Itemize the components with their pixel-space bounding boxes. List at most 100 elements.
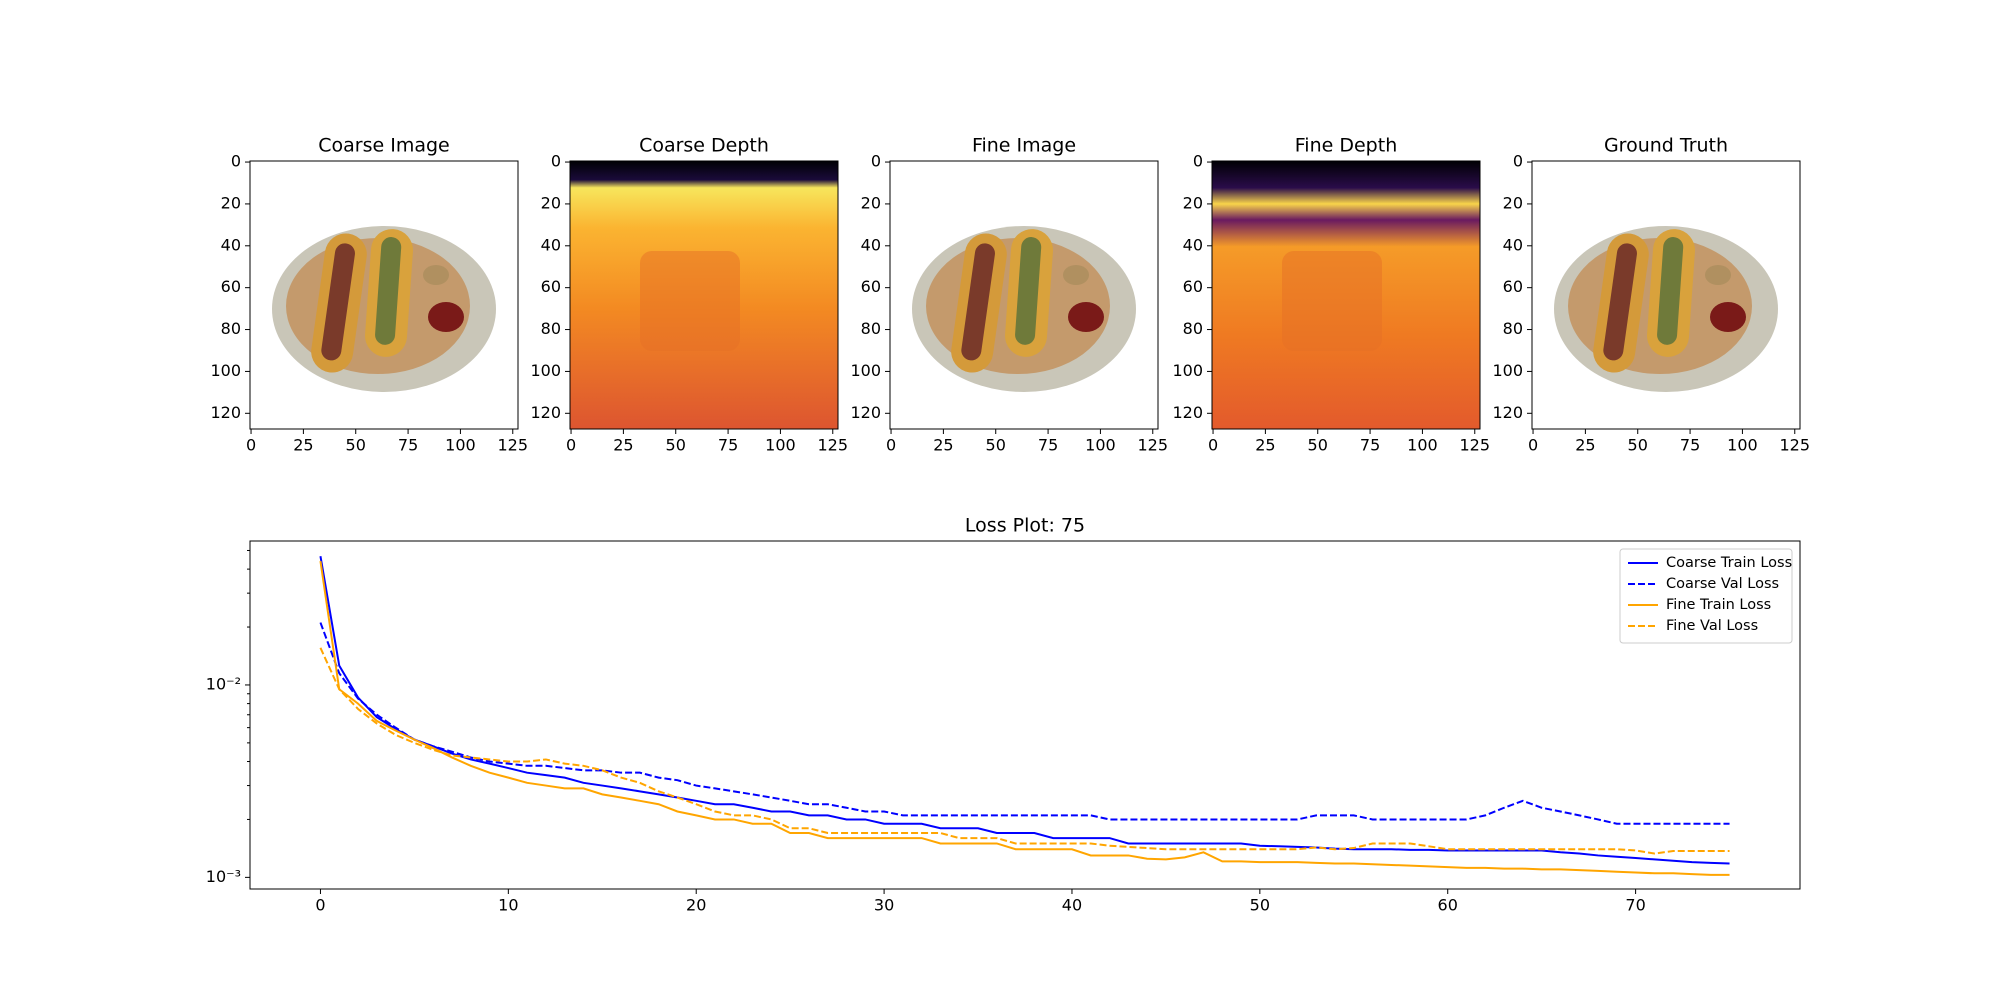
- axes-frame: [889, 160, 1159, 430]
- axes-frame: [249, 540, 1801, 890]
- x-tick-label: 75: [1680, 436, 1700, 455]
- panel-title: Fine Depth: [1295, 135, 1397, 157]
- x-tick-label: 50: [986, 436, 1006, 455]
- y-tick-label: 80: [221, 319, 241, 338]
- y-tick-label: 0: [551, 152, 561, 171]
- x-tick-label: 25: [1255, 436, 1275, 455]
- y-tick-label: 10⁻²: [206, 674, 241, 693]
- fine-image: [912, 226, 1136, 392]
- x-tick-label: 125: [817, 436, 848, 455]
- x-tick-label: 0: [315, 896, 325, 915]
- axes-frame: [249, 160, 519, 430]
- y-tick-label: 0: [1513, 152, 1523, 171]
- y-tick-label: 0: [231, 152, 241, 171]
- legend-label: Fine Train Loss: [1666, 597, 1771, 613]
- x-tick-label: 75: [1360, 436, 1380, 455]
- y-tick-label: 80: [1183, 319, 1203, 338]
- x-tick-label: 0: [246, 436, 256, 455]
- loss-line: [319, 622, 1730, 825]
- y-tick-label: 40: [1503, 235, 1523, 254]
- x-tick-label: 40: [1062, 896, 1082, 915]
- x-tick-label: 60: [1438, 896, 1458, 915]
- x-tick-label: 100: [1407, 436, 1438, 455]
- y-tick-label: 20: [1503, 193, 1523, 212]
- y-tick-label: 20: [1183, 193, 1203, 212]
- legend-label: Coarse Val Loss: [1666, 576, 1779, 592]
- y-tick-label: 60: [541, 277, 561, 296]
- x-tick-label: 125: [1779, 436, 1810, 455]
- panel-title: Ground Truth: [1604, 135, 1728, 157]
- y-tick-label: 100: [850, 361, 881, 380]
- y-tick-label: 120: [530, 403, 561, 422]
- x-tick-label: 100: [1085, 436, 1116, 455]
- loss-line: [319, 556, 1730, 865]
- legend-label: Fine Val Loss: [1666, 618, 1758, 634]
- y-tick-label: 80: [861, 319, 881, 338]
- y-tick-label: 40: [221, 235, 241, 254]
- x-tick-label: 0: [566, 436, 576, 455]
- legend-box: [1619, 548, 1793, 644]
- y-tick-label: 0: [1193, 152, 1203, 171]
- y-tick-label: 40: [1183, 235, 1203, 254]
- y-tick-label: 100: [210, 361, 241, 380]
- x-tick-label: 25: [293, 436, 313, 455]
- axes-frame: [569, 160, 839, 430]
- fine-depth: [1212, 161, 1480, 429]
- panel-title: Fine Image: [972, 135, 1076, 157]
- x-tick-label: 30: [874, 896, 894, 915]
- y-tick-label: 20: [861, 193, 881, 212]
- x-tick-label: 75: [718, 436, 738, 455]
- y-tick-label: 100: [530, 361, 561, 380]
- y-tick-label: 100: [1492, 361, 1523, 380]
- coarse-depth: [570, 161, 838, 429]
- panel-title: Coarse Image: [318, 135, 449, 157]
- y-tick-label: 120: [850, 403, 881, 422]
- y-tick-label: 40: [541, 235, 561, 254]
- y-tick-label: 60: [221, 277, 241, 296]
- x-tick-label: 100: [445, 436, 476, 455]
- y-tick-label: 120: [1492, 403, 1523, 422]
- x-tick-label: 75: [1038, 436, 1058, 455]
- x-tick-label: 50: [1628, 436, 1648, 455]
- y-tick-label: 20: [541, 193, 561, 212]
- y-tick-label: 20: [221, 193, 241, 212]
- y-tick-label: 60: [1183, 277, 1203, 296]
- x-tick-label: 25: [1575, 436, 1595, 455]
- x-tick-label: 0: [1528, 436, 1538, 455]
- x-tick-label: 20: [686, 896, 706, 915]
- x-tick-label: 70: [1625, 896, 1645, 915]
- loss-line: [319, 561, 1730, 876]
- x-tick-label: 100: [765, 436, 796, 455]
- x-tick-label: 0: [1208, 436, 1218, 455]
- y-tick-label: 60: [861, 277, 881, 296]
- x-tick-label: 125: [497, 436, 528, 455]
- y-tick-label: 0: [871, 152, 881, 171]
- x-tick-label: 25: [933, 436, 953, 455]
- x-tick-label: 125: [1459, 436, 1490, 455]
- y-tick-label: 80: [541, 319, 561, 338]
- y-tick-label: 80: [1503, 319, 1523, 338]
- y-tick-label: 60: [1503, 277, 1523, 296]
- x-tick-label: 75: [398, 436, 418, 455]
- x-tick-label: 50: [346, 436, 366, 455]
- x-tick-label: 50: [1250, 896, 1270, 915]
- panel-title: Coarse Depth: [639, 135, 769, 157]
- x-tick-label: 50: [1308, 436, 1328, 455]
- x-tick-label: 10: [498, 896, 518, 915]
- x-tick-label: 125: [1137, 436, 1168, 455]
- x-tick-label: 100: [1727, 436, 1758, 455]
- y-tick-label: 10⁻³: [206, 867, 241, 886]
- axes-frame: [1211, 160, 1481, 430]
- y-tick-label: 100: [1172, 361, 1203, 380]
- legend-label: Coarse Train Loss: [1666, 555, 1792, 571]
- x-tick-label: 0: [886, 436, 896, 455]
- y-tick-label: 40: [861, 235, 881, 254]
- y-tick-label: 120: [210, 403, 241, 422]
- loss-line: [319, 647, 1730, 855]
- y-tick-label: 120: [1172, 403, 1203, 422]
- ground-truth: [1554, 226, 1778, 392]
- chart-title: Loss Plot: 75: [965, 515, 1085, 537]
- axes-frame: [1531, 160, 1801, 430]
